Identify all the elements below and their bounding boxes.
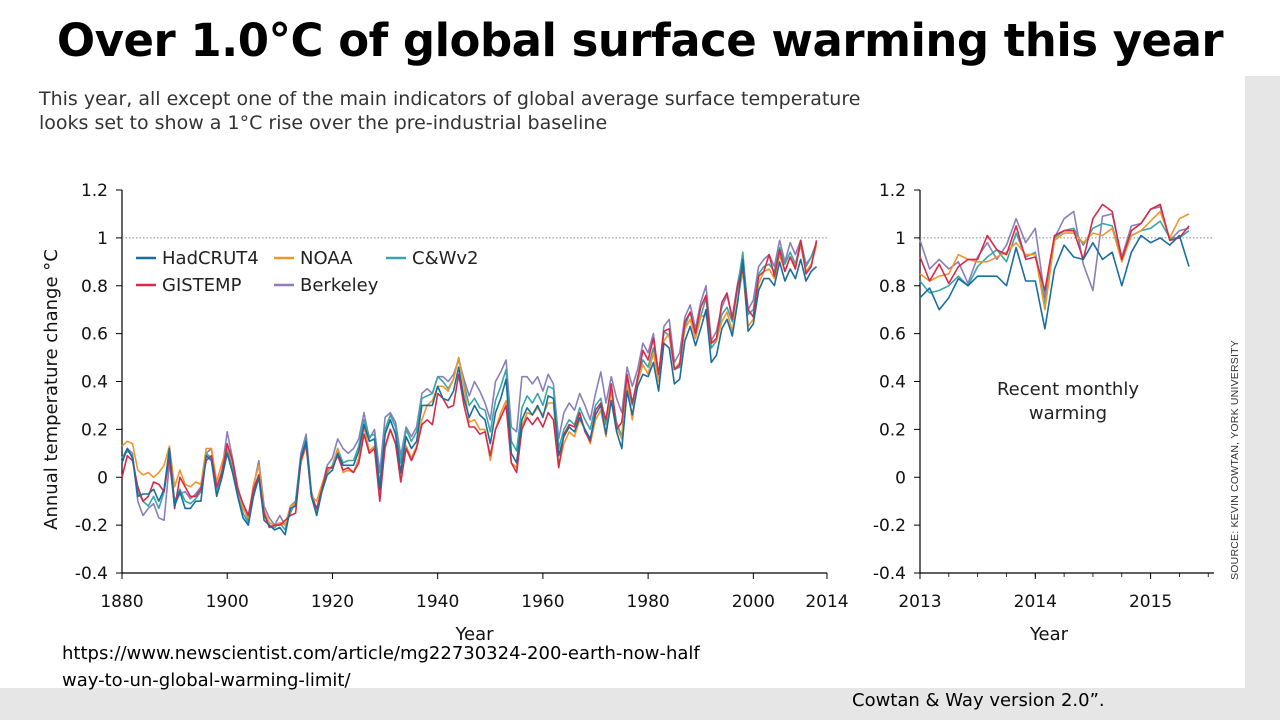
main-x-tick-label: 2014 <box>805 592 848 612</box>
recent-y-tick-label: -0.4 <box>873 564 906 584</box>
main-y-tick-label: 0 <box>97 468 108 488</box>
main-y-tick-label: 0.6 <box>81 325 108 345</box>
main-x-axis-label: Year <box>454 624 494 645</box>
recent-annotation-line-1: Recent monthly <box>997 379 1139 400</box>
main-y-tick-label: -0.2 <box>75 516 108 536</box>
main-y-tick-label: -0.4 <box>75 564 108 584</box>
main-series-gistemp <box>121 239 818 529</box>
slide-background-right <box>1245 76 1280 688</box>
subtitle-line-1: This year, all except one of the main in… <box>39 88 861 110</box>
recent-x-tick-label: 2014 <box>1014 592 1057 612</box>
source-credit: SOURCE: KEVIN COWTAN, YORK UNIVERSITY <box>1229 340 1241 580</box>
recent-y-tick-label: 0.4 <box>879 373 906 393</box>
main-y-tick-label: 0.4 <box>81 373 108 393</box>
recent-y-tick-label: 0.6 <box>879 325 906 345</box>
legend-label-cwv2: C&Wv2 <box>412 248 479 269</box>
main-x-tick-label: 1920 <box>311 592 354 612</box>
main-y-axis-label: Annual temperature change °C <box>41 249 62 530</box>
main-y-tick-label: 1.2 <box>81 181 108 201</box>
main-y-tick-label: 0.2 <box>81 420 108 440</box>
article-link[interactable]: https://www.newscientist.com/article/mg2… <box>62 643 700 691</box>
main-x-tick-label: 1900 <box>206 592 249 612</box>
recent-series-cwv2 <box>919 220 1190 306</box>
footnote: Cowtan & Way version 2.0”. <box>852 690 1105 711</box>
recent-y-tick-label: 1 <box>895 229 906 249</box>
recent-series-berkeley <box>919 206 1190 299</box>
main-x-tick-label: 1940 <box>416 592 459 612</box>
legend-label-gistemp: GISTEMP <box>162 275 242 296</box>
recent-y-tick-label: 1.2 <box>879 181 906 201</box>
main-y-tick-label: 0.8 <box>81 277 108 297</box>
main-x-tick-label: 1980 <box>626 592 669 612</box>
recent-annotation-line-2: warming <box>1029 403 1107 424</box>
recent-y-tick-label: -0.2 <box>873 516 906 536</box>
recent-series-hadcrut4 <box>919 234 1190 330</box>
recent-series-gistemp <box>919 203 1190 292</box>
recent-x-tick-label: 2013 <box>898 592 941 612</box>
legend-label-hadcrut4: HadCRUT4 <box>162 248 259 269</box>
main-series-hadcrut4 <box>121 258 818 536</box>
slide-title: Over 1.0°C of global surface warming thi… <box>56 14 1224 67</box>
slide-background-bottom <box>0 688 1280 720</box>
legend-label-berkeley: Berkeley <box>300 275 379 296</box>
chart-subtitle: This year, all except one of the main in… <box>39 87 879 135</box>
recent-x-tick-label: 2015 <box>1129 592 1172 612</box>
main-x-tick-label: 1960 <box>521 592 564 612</box>
main-y-tick-label: 1 <box>97 229 108 249</box>
recent-y-tick-label: 0 <box>895 468 906 488</box>
subtitle-line-2: looks set to show a 1°C rise over the pr… <box>39 112 608 134</box>
main-x-tick-label: 1880 <box>100 592 143 612</box>
recent-x-axis-label: Year <box>1029 624 1069 645</box>
recent-series-noaa <box>919 210 1190 311</box>
main-x-tick-label: 2000 <box>732 592 775 612</box>
legend-label-noaa: NOAA <box>300 248 353 269</box>
recent-y-tick-label: 0.8 <box>879 277 906 297</box>
recent-y-tick-label: 0.2 <box>879 420 906 440</box>
